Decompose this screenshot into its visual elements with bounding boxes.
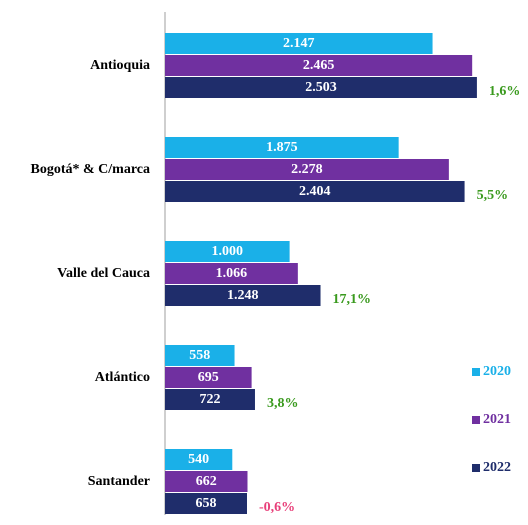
bar bbox=[165, 471, 248, 492]
legend-label: 2020 bbox=[483, 364, 511, 379]
bar bbox=[165, 345, 235, 366]
bar bbox=[165, 389, 255, 410]
value-label: 2.278 bbox=[291, 162, 323, 177]
category-label: Santander bbox=[88, 474, 150, 489]
legend-label: 2022 bbox=[483, 460, 511, 475]
annotation: 1,6% bbox=[489, 84, 521, 99]
value-label: 2.465 bbox=[303, 58, 335, 73]
bar bbox=[165, 241, 290, 262]
value-label: 558 bbox=[189, 348, 210, 363]
value-label: 1.066 bbox=[216, 266, 248, 281]
bar bbox=[165, 493, 247, 514]
value-label: 658 bbox=[195, 496, 216, 511]
category-label: Bogotá* & C/marca bbox=[31, 162, 151, 177]
bar bbox=[165, 33, 433, 54]
bar bbox=[165, 159, 449, 180]
value-label: 722 bbox=[199, 392, 220, 407]
value-label: 1.000 bbox=[212, 244, 244, 259]
value-label: 1.248 bbox=[227, 288, 259, 303]
category-label: Atlántico bbox=[95, 370, 150, 385]
bar bbox=[165, 263, 298, 284]
value-label: 2.503 bbox=[305, 80, 337, 95]
bar bbox=[165, 285, 321, 306]
annotation: 3,8% bbox=[267, 396, 299, 411]
value-label: 2.147 bbox=[283, 36, 315, 51]
value-label: 662 bbox=[196, 474, 217, 489]
value-label: 540 bbox=[188, 452, 209, 467]
legend-swatch bbox=[472, 416, 480, 424]
bar bbox=[165, 449, 233, 470]
legend-label: 2021 bbox=[483, 412, 511, 427]
bar bbox=[165, 77, 477, 98]
annotation: -0,6% bbox=[259, 500, 295, 515]
bar bbox=[165, 55, 473, 76]
annotation: 5,5% bbox=[477, 188, 509, 203]
annotation: 17,1% bbox=[333, 292, 372, 307]
category-label: Valle del Cauca bbox=[57, 266, 150, 281]
value-label: 695 bbox=[198, 370, 219, 385]
legend-swatch bbox=[472, 464, 480, 472]
bar bbox=[165, 181, 465, 202]
value-label: 1.875 bbox=[266, 140, 298, 155]
bar bbox=[165, 367, 252, 388]
value-label: 2.404 bbox=[299, 184, 331, 199]
category-label: Antioquia bbox=[90, 58, 150, 73]
legend-swatch bbox=[472, 368, 480, 376]
bar bbox=[165, 137, 399, 158]
